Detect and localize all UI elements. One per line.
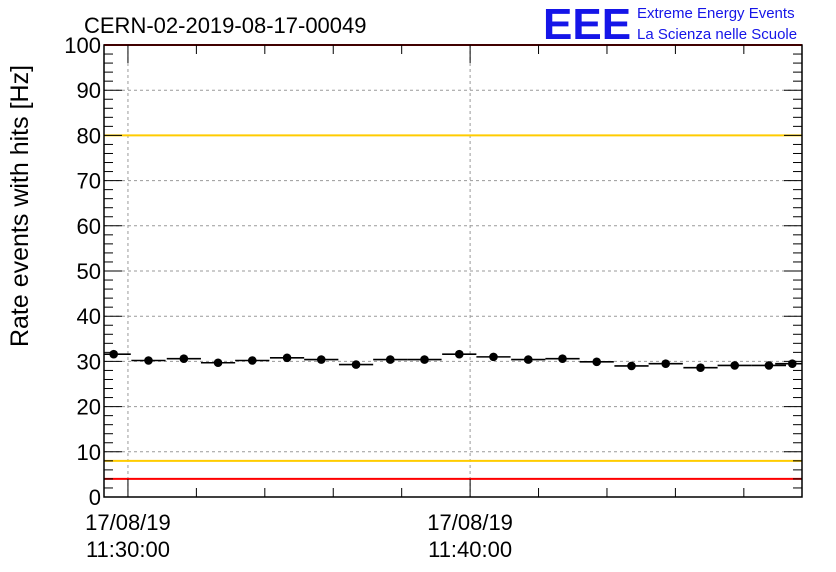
y-tick-label: 100 bbox=[64, 33, 101, 58]
data-point bbox=[627, 361, 636, 371]
y-axis-ticks: 0 10 20 30 40 50 60 70 80 90 100 bbox=[64, 33, 802, 510]
data-point bbox=[420, 355, 429, 364]
x-tick-label-date: 17/08/19 bbox=[427, 510, 513, 535]
y-tick-label: 40 bbox=[77, 304, 101, 329]
y-tick-label: 90 bbox=[77, 78, 101, 103]
y-tick-label: 60 bbox=[77, 214, 101, 239]
y-axis-label: Rate events with hits [Hz] bbox=[6, 65, 34, 347]
data-point bbox=[730, 361, 740, 370]
data-point bbox=[385, 355, 395, 364]
y-tick-label: 20 bbox=[77, 395, 101, 420]
data-point bbox=[592, 357, 602, 367]
data-point bbox=[489, 352, 498, 362]
data-point bbox=[661, 359, 671, 368]
x-tick-label-time: 11:40:00 bbox=[428, 537, 512, 562]
data-point bbox=[788, 359, 797, 368]
y-tick-label: 80 bbox=[77, 123, 101, 148]
data-point bbox=[558, 354, 567, 363]
data-point bbox=[179, 354, 189, 363]
data-point bbox=[316, 355, 326, 364]
logo-mark: EEE bbox=[543, 0, 631, 49]
data-point bbox=[247, 356, 257, 365]
data-point bbox=[454, 349, 464, 359]
data-point bbox=[764, 361, 774, 370]
data-point bbox=[282, 353, 292, 363]
data-point bbox=[523, 355, 533, 364]
data-point bbox=[109, 349, 118, 359]
y-tick-label: 30 bbox=[77, 349, 101, 374]
y-tick-label: 50 bbox=[77, 259, 101, 284]
data-point bbox=[696, 363, 705, 373]
y-tick-label: 70 bbox=[77, 169, 101, 194]
data-point bbox=[351, 360, 361, 369]
x-tick-label-date: 17/08/19 bbox=[85, 510, 171, 535]
y-tick-label: 0 bbox=[89, 485, 101, 510]
y-tick-label: 10 bbox=[77, 440, 101, 465]
logo-line-1: Extreme Energy Events bbox=[637, 5, 795, 22]
eee-logo: EEE Extreme Energy Events La Scienza nel… bbox=[543, 0, 797, 49]
data-points bbox=[104, 349, 802, 373]
data-point bbox=[213, 358, 223, 368]
data-point bbox=[144, 356, 153, 365]
logo-line-2: La Scienza nelle Scuole bbox=[637, 26, 797, 43]
chart-title: CERN-02-2019-08-17-00049 bbox=[84, 13, 367, 38]
x-tick-label-time: 11:30:00 bbox=[86, 537, 170, 562]
